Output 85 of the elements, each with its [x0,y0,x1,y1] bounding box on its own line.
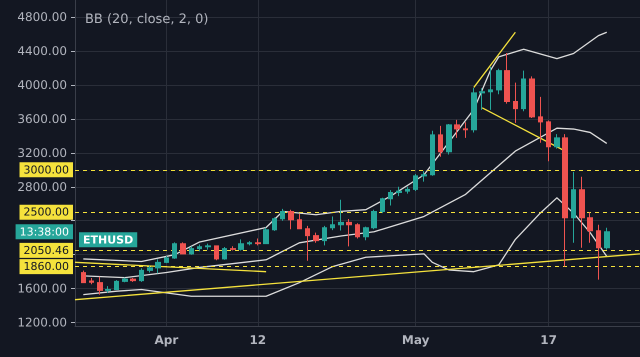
candlestick [222,246,227,260]
ref-line-label: 1860.00 [24,260,69,274]
annotation: ETHUSD [83,233,134,246]
candlestick [247,240,252,246]
candlestick [546,120,551,162]
candlestick [280,208,285,222]
candlestick [346,218,352,247]
candlestick [322,225,327,246]
candlestick [355,222,360,240]
candlestick [164,255,169,264]
y-tick-label: 1600.00 [17,282,67,296]
candlestick [205,243,211,250]
candlestick [197,244,202,252]
candlestick [155,258,161,274]
ref-line-label: 2050.46 [24,244,69,257]
candlestick [421,170,427,182]
x-tick-label: 17 [540,333,557,347]
candlestick [105,286,111,294]
candlestick [388,190,393,206]
candlestick [479,88,485,110]
candlestick [172,242,177,260]
candlestick [538,96,543,144]
candlestick [89,278,94,285]
y-tick-label: 4400.00 [17,44,67,58]
candlestick [272,216,277,232]
ref-line-label: 2500.00 [24,206,69,219]
candlestick [396,186,402,197]
candlestick [571,171,576,244]
candlestick [338,199,344,231]
line-series [82,32,608,262]
candlestick [189,246,194,256]
candlestick [230,246,236,251]
line-series [82,197,608,297]
candlestick [139,268,144,282]
candlestick [255,238,261,246]
candlestick [604,227,610,250]
candlestick [529,76,535,119]
candlestick [147,265,153,274]
candlestick [488,66,493,110]
x-tick-label: Apr [154,333,178,347]
y-tick-label: 4000.00 [17,78,67,92]
candlestick [81,270,86,284]
candlestick [596,224,601,280]
y-tick-label: 1200.00 [17,316,67,330]
candlestick [238,238,244,251]
candlestick [587,212,593,244]
x-tick-label: May [402,333,430,347]
candlestick [446,123,452,156]
candlestick [496,68,502,95]
candlestick [471,87,477,133]
candlestick [463,122,468,138]
candlestick [438,125,443,158]
candlestick [380,197,385,214]
candlestick [330,216,335,231]
y-tick-label: 4800.00 [17,10,67,24]
y-tick-label: 2800.00 [17,180,67,194]
candlestick [263,227,269,245]
candlestick [413,174,418,192]
candlestick [513,82,518,124]
candlestick [97,276,103,296]
text: 13:38:00 [20,225,69,238]
candlestick [554,134,560,150]
candlestick [130,278,136,282]
candlestick [305,225,310,262]
candlestick [504,52,510,104]
candlestick [288,209,294,230]
y-tick-label: 3200.00 [17,146,67,160]
candlestick [405,186,410,194]
candlestick [114,280,119,290]
ref-line-label: 3000.00 [24,163,69,176]
candlestick [180,242,186,254]
candlestick [122,277,128,283]
x-tick-label: 12 [249,333,266,347]
candlestick [371,209,377,230]
candlestick [521,70,526,112]
candlestick [430,130,435,176]
candlestick [297,213,302,230]
candlestick [214,244,219,261]
candlestick [454,119,460,138]
candlestick [562,134,568,268]
text: BB (20, close, 2, 0) [85,12,208,27]
y-tick-label: 3600.00 [17,112,67,126]
candlestick [313,232,319,244]
candlestick [363,226,369,241]
candlestick [579,176,585,248]
